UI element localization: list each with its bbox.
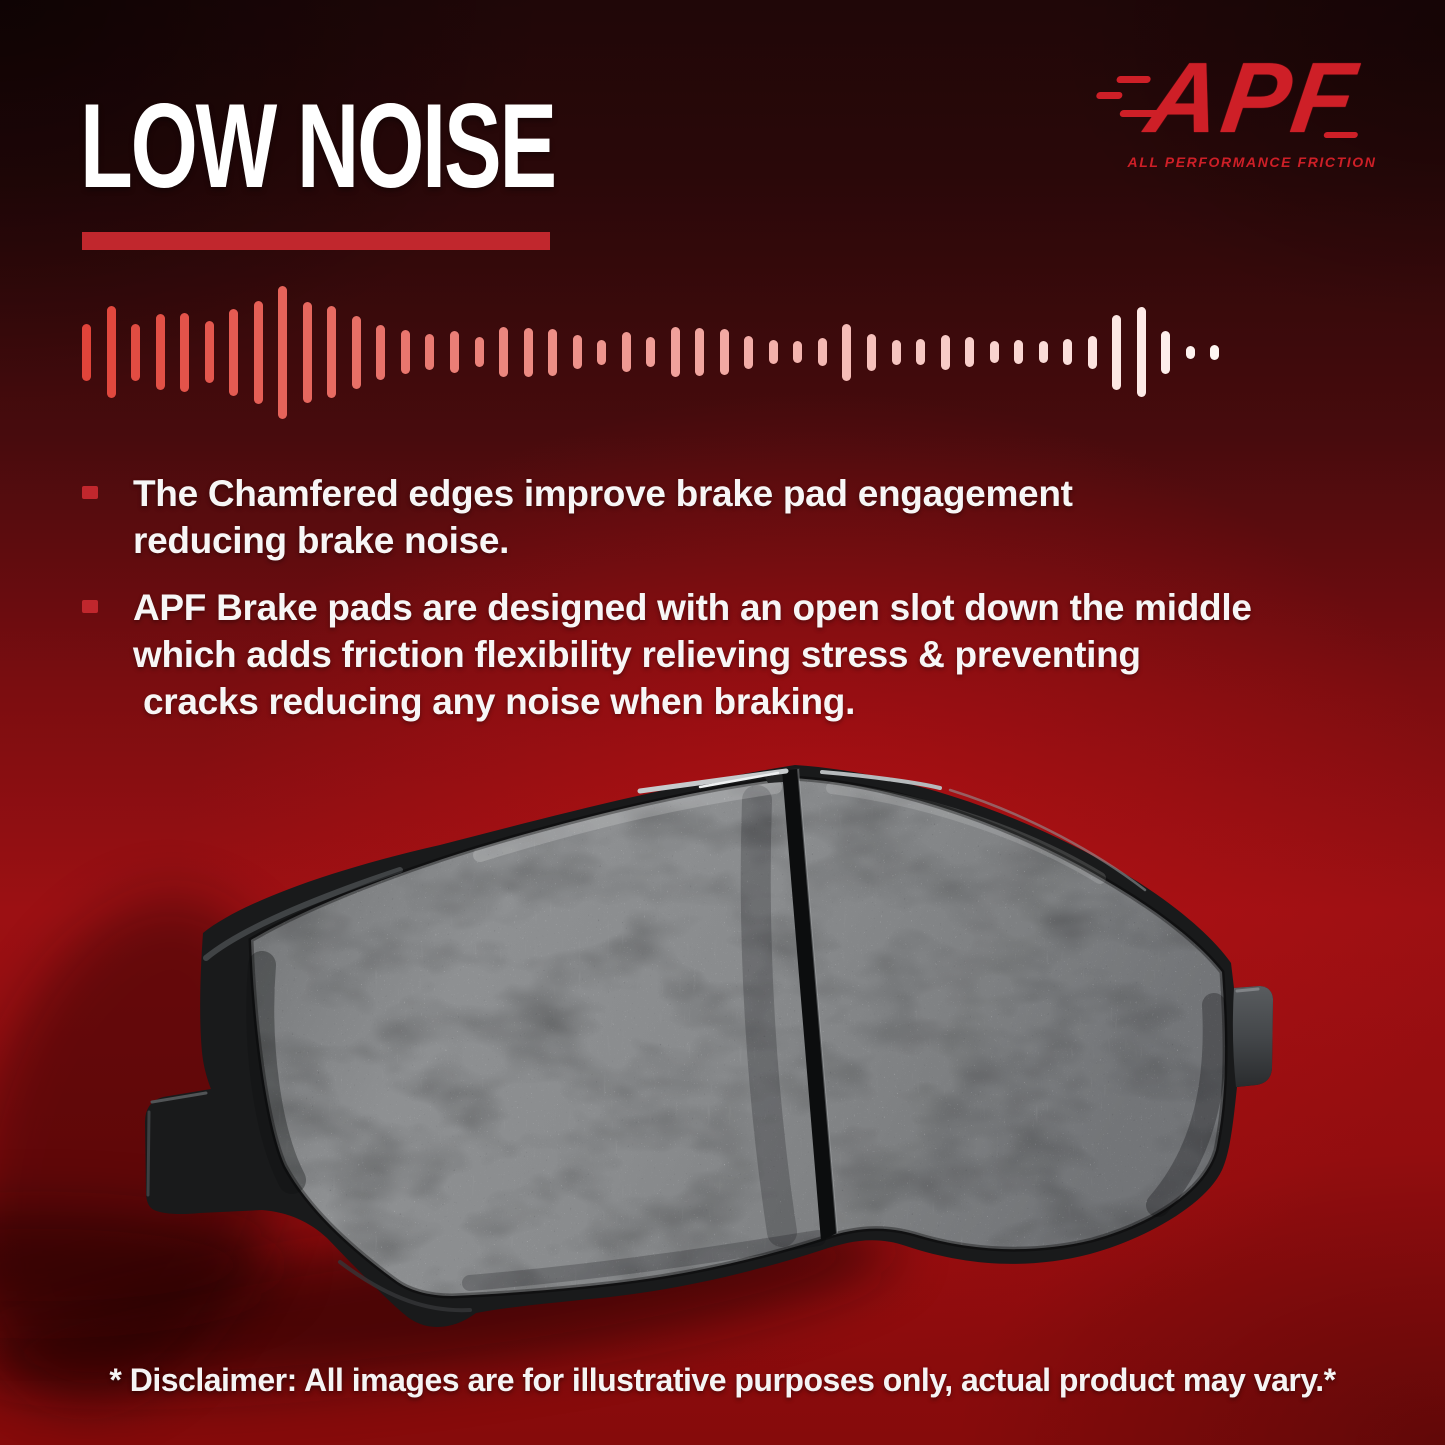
soundwave-bar <box>327 306 337 398</box>
soundwave-bar <box>106 306 116 398</box>
bullet-line: APF Brake pads are designed with an open… <box>133 587 1252 628</box>
center-slot <box>762 768 838 1241</box>
soundwave-bar <box>229 308 239 396</box>
soundwave-bar <box>278 285 288 419</box>
soundwave-bar <box>768 340 778 364</box>
title-underline <box>82 232 550 250</box>
soundwave-bar <box>621 332 631 372</box>
soundwave-bar <box>572 335 582 369</box>
soundwave-bar <box>670 327 680 377</box>
speed-line-icon <box>1322 132 1358 138</box>
soundwave-bar <box>1063 339 1073 365</box>
soundwave-bar <box>180 312 190 392</box>
soundwave-bar <box>842 323 852 381</box>
bullet-marker <box>82 486 98 499</box>
soundwave-bar <box>1112 314 1122 390</box>
soundwave-bar <box>597 339 607 365</box>
soundwave-bar <box>425 334 435 370</box>
soundwave-bar <box>1087 335 1097 369</box>
soundwave-bar <box>1038 341 1048 363</box>
soundwave-bar <box>916 339 926 365</box>
soundwave-bar <box>646 337 656 367</box>
backing-highlights <box>146 867 472 1313</box>
bullet-list: The Chamfered edges improve brake pad en… <box>82 470 1382 745</box>
soundwave-bar <box>1185 345 1195 359</box>
soundwave-bar <box>867 333 876 371</box>
soundwave-bar <box>719 329 729 375</box>
soundwave-bar <box>302 301 312 403</box>
soundwave-bar <box>1210 344 1220 360</box>
soundwave-bar <box>940 334 950 370</box>
soundwave <box>82 282 1220 422</box>
speed-line-icon <box>1115 76 1151 83</box>
soundwave-bar <box>744 335 754 369</box>
soundwave-bar <box>793 341 803 363</box>
soundwave-bar <box>204 321 214 383</box>
soundwave-bar <box>1136 307 1146 397</box>
bullet-line: reducing brake noise. <box>133 520 510 561</box>
bullet-marker <box>82 600 98 613</box>
soundwave-bar <box>131 323 141 381</box>
bullet-text: APF Brake pads are designed with an open… <box>133 584 1252 725</box>
apf-logo: APF ALL PERFORMANCE FRICTION <box>1095 42 1382 170</box>
soundwave-bar <box>695 328 705 376</box>
soundwave-bar <box>989 341 999 363</box>
apf-logo-mark: APF <box>1095 42 1364 154</box>
soundwave-bar <box>891 339 901 365</box>
soundwave-bar <box>155 314 165 390</box>
speed-line-icon <box>1118 110 1160 117</box>
soundwave-bar <box>523 327 533 377</box>
soundwave-bar <box>965 337 975 367</box>
soundwave-bar <box>499 327 509 377</box>
soundwave-bar <box>449 331 459 373</box>
bullet-item: The Chamfered edges improve brake pad en… <box>82 470 1382 564</box>
bullet-text: The Chamfered edges improve brake pad en… <box>133 470 1073 564</box>
page-title: LOW NOISE <box>80 79 557 213</box>
bullet-line: which adds friction flexibility relievin… <box>133 634 1141 675</box>
friction-shading <box>246 780 1227 1291</box>
bullet-item: APF Brake pads are designed with an open… <box>82 584 1382 725</box>
soundwave-bar <box>82 323 91 381</box>
speed-line-icon <box>1095 92 1123 99</box>
soundwave-bar <box>1161 330 1171 374</box>
soundwave-bar <box>400 330 410 374</box>
soundwave-bar <box>474 337 484 367</box>
friction-edge <box>248 775 1228 1299</box>
brand-tagline: ALL PERFORMANCE FRICTION <box>1127 154 1377 170</box>
right-tab <box>1232 986 1273 1087</box>
soundwave-bar <box>817 338 827 366</box>
disclaimer-text: * Disclaimer: All images are for illustr… <box>109 1362 1336 1398</box>
soundwave-bar <box>548 328 558 376</box>
bullet-line: The Chamfered edges improve brake pad en… <box>133 473 1073 514</box>
soundwave-bar <box>253 300 263 404</box>
top-edge-highlight <box>637 768 1147 892</box>
soundwave-bar <box>376 324 386 380</box>
soundwave-bar <box>1014 340 1024 364</box>
bullet-line: cracks reducing any noise when braking. <box>133 681 856 722</box>
soundwave-bar <box>351 315 361 389</box>
